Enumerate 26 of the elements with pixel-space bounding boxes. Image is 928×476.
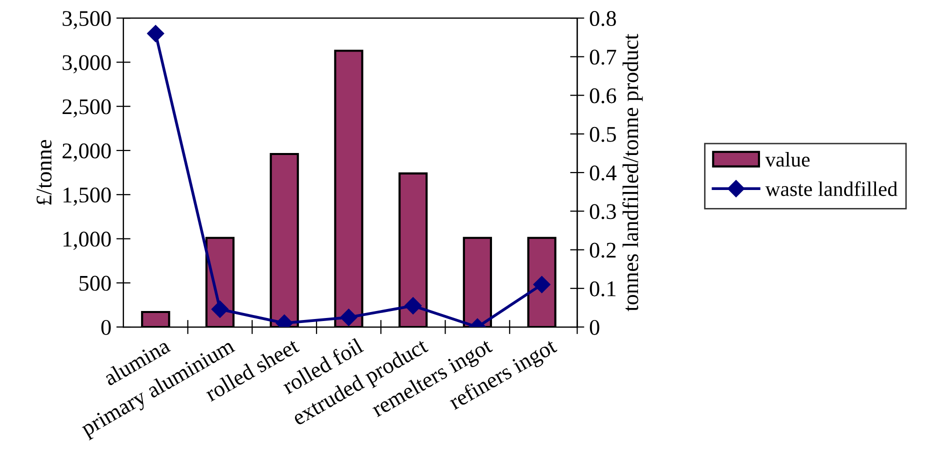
y2-tick-label: 0.2 [590,242,616,258]
y-tick-label: 3,500 [62,11,111,30]
y2-tick-label: 0.1 [590,281,616,296]
legend-label: waste landfilled [765,181,898,196]
y2-tick-label: 0.8 [590,11,616,26]
y-tick-label: 500 [80,276,111,291]
y2-tick-label: 0.6 [590,88,616,104]
y2-tick-label: 0.3 [590,204,616,220]
point [340,308,358,326]
y2-tick-label: 0.5 [590,126,616,142]
point [211,300,229,318]
y2-tick-label: 0.4 [590,165,616,181]
y-tick-label: 3,000 [62,55,111,74]
y-tick-label: 1,000 [64,232,111,250]
legend-label: value [765,152,810,167]
y-tick-label: 2,000 [62,143,111,162]
y2-tick-label: 0.7 [590,50,616,65]
y-axis-title: £/tonne [36,140,52,205]
point [533,276,550,294]
y-tick-label: 0 [101,320,111,335]
y-tick-label: 1,500 [64,188,111,206]
point [147,24,164,42]
point [404,297,422,314]
y2-tick-label: 0 [590,320,600,335]
y-tick-label: 2,500 [62,99,111,118]
y2-axis-title: tonnes landfilled/tonne product [622,34,643,312]
